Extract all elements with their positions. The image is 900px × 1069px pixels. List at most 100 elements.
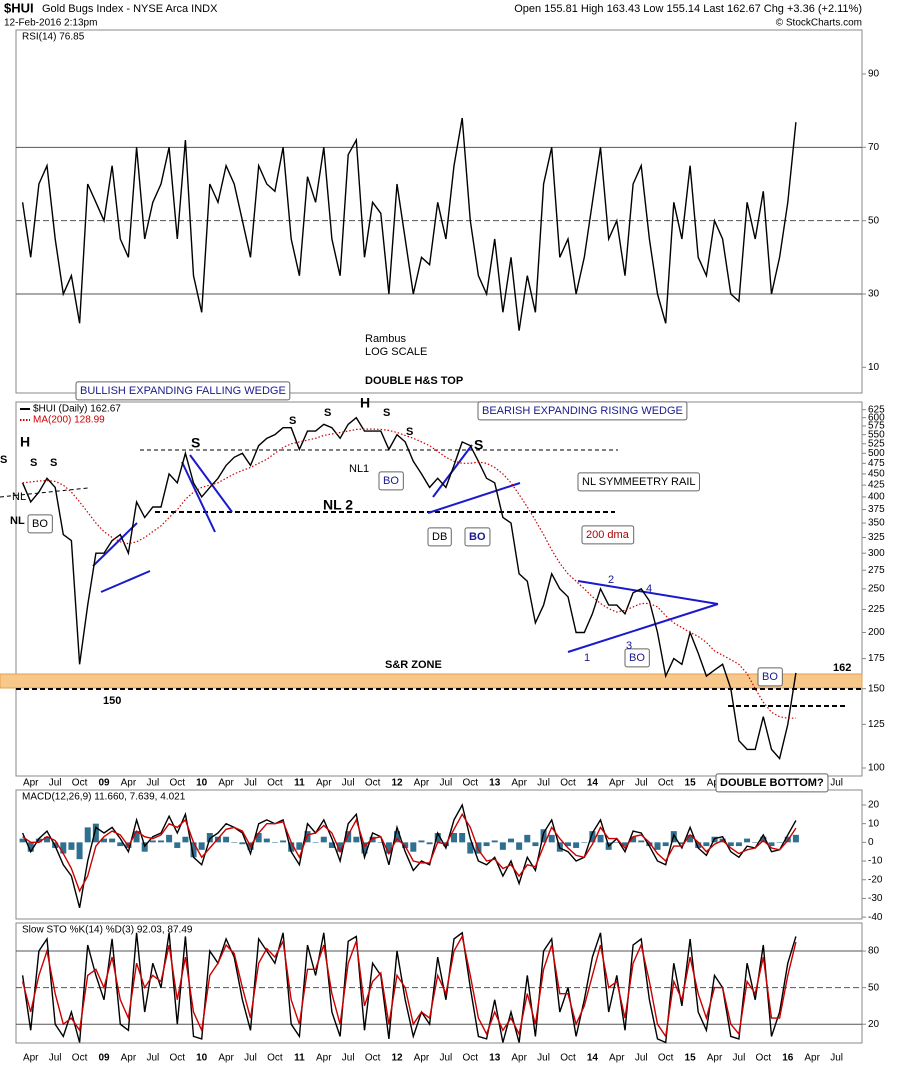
histogram-bar: [678, 842, 685, 845]
x-tick-label: Jul: [537, 778, 550, 789]
y-tick-label: 625: [868, 404, 885, 415]
y-tick-label: 225: [868, 604, 885, 615]
x-tick-label: Oct: [756, 1053, 772, 1064]
x-tick-label: Oct: [560, 778, 576, 789]
x-tick-label: Oct: [72, 778, 88, 789]
histogram-bar: [133, 831, 140, 843]
annotation-box: [477, 401, 688, 421]
annotation: BO: [32, 518, 48, 530]
x-tick-label: Apr: [511, 778, 527, 789]
histogram-bar: [223, 836, 230, 843]
neckline-left: [0, 487, 89, 498]
histogram-bar: [630, 836, 637, 843]
annotation-box: [624, 648, 650, 668]
x-tick-label: Apr: [316, 1053, 332, 1064]
annotation: S&R ZONE: [385, 659, 442, 671]
annotation-box: [75, 381, 291, 401]
histogram-bar: [662, 842, 669, 847]
x-tick-label: Apr: [609, 778, 625, 789]
histogram-bar: [320, 836, 327, 843]
histogram-bar: [255, 833, 262, 843]
x-tick-label: Jul: [342, 1053, 355, 1064]
trend-line: [577, 580, 719, 605]
y-tick-label: 325: [868, 532, 885, 543]
histogram-bar: [735, 842, 742, 847]
x-tick-label: Jul: [830, 778, 843, 789]
x-tick-label: 12: [391, 778, 403, 789]
annotation: S: [50, 457, 57, 469]
y-tick-label: 10: [868, 362, 880, 373]
histogram-bar: [377, 842, 384, 843]
annotation-box: [715, 773, 829, 793]
histogram-bar: [239, 842, 246, 845]
annotation: BO: [383, 475, 399, 487]
histogram-bar: [434, 833, 441, 843]
histogram-bar: [19, 838, 26, 843]
histogram-bar: [35, 838, 42, 843]
histogram-bar: [109, 838, 116, 843]
x-tick-label: Oct: [267, 1053, 283, 1064]
trend-line: [567, 603, 719, 653]
histogram-bar: [369, 836, 376, 843]
histogram-bar: [206, 833, 213, 843]
annotation: S: [289, 415, 296, 427]
x-tick-label: Jul: [439, 778, 452, 789]
annotation: BEARISH EXPANDING RISING WEDGE: [482, 405, 683, 417]
y-tick-label: 30: [868, 289, 880, 300]
annotation: NL1: [349, 463, 369, 475]
x-tick-label: Oct: [365, 1053, 381, 1064]
histogram-bar: [654, 842, 661, 850]
y-tick-label: 375: [868, 504, 885, 515]
histogram-bar: [44, 836, 51, 843]
series-line: [22, 812, 797, 893]
histogram-bar: [621, 842, 628, 847]
x-tick-label: Apr: [23, 1053, 39, 1064]
x-tick-label: 12: [391, 1053, 403, 1064]
histogram-bar: [744, 838, 751, 843]
histogram-bar: [491, 840, 498, 843]
symbol: $HUI: [4, 0, 34, 15]
x-tick-label: 11: [294, 1053, 305, 1064]
x-tick-label: Apr: [121, 778, 137, 789]
histogram-bar: [271, 842, 278, 843]
histogram-bar: [157, 840, 164, 843]
annotation-box: [464, 527, 491, 547]
y-tick-label: 100: [868, 763, 885, 774]
histogram-bar: [60, 842, 67, 854]
y-tick-label: 70: [868, 142, 880, 153]
annotation-box: [757, 667, 783, 687]
trend-line: [189, 454, 233, 513]
annotation: S: [474, 437, 483, 453]
y-tick-label: 125: [868, 719, 885, 730]
y-tick-label: 250: [868, 583, 885, 594]
histogram-bar: [548, 834, 555, 843]
x-tick-label: Oct: [560, 1053, 576, 1064]
annotation: Rambus: [365, 333, 406, 345]
sto-panel: [15, 922, 863, 1044]
y-tick-label: 80: [868, 946, 880, 957]
histogram-bar: [353, 836, 360, 843]
histogram-bar: [68, 842, 75, 850]
histogram-bar: [190, 842, 197, 858]
histogram-bar: [524, 834, 531, 843]
histogram-bar: [149, 840, 156, 843]
x-tick-label: Oct: [169, 1053, 185, 1064]
series-line: [21, 934, 797, 1039]
annotation: DOUBLE BOTTOM?: [720, 777, 824, 789]
annotation-box: [577, 472, 700, 492]
trend-line: [92, 522, 138, 567]
sr-zone: [0, 673, 863, 689]
annotation: S: [383, 407, 390, 419]
x-tick-label: Jul: [49, 1053, 62, 1064]
histogram-bar: [646, 842, 653, 847]
histogram-bar: [451, 833, 458, 843]
histogram-bar: [752, 842, 759, 843]
copyright: © StockCharts.com: [776, 18, 862, 29]
y-tick-label: 90: [868, 69, 880, 80]
y-tick-label: 525: [868, 438, 885, 449]
x-tick-label: 09: [98, 1053, 110, 1064]
legend-text: MACD(12,26,9) 11.660, 7.639, 4.021: [22, 792, 186, 803]
x-tick-label: 13: [489, 1053, 501, 1064]
x-tick-label: 14: [587, 778, 599, 789]
x-tick-label: 09: [98, 778, 110, 789]
